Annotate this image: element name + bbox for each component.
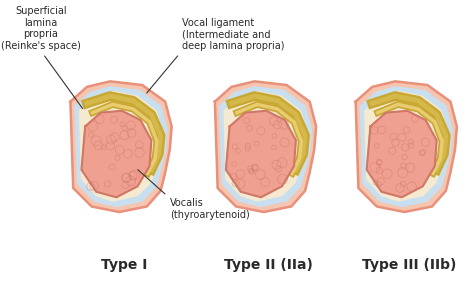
Polygon shape: [367, 111, 437, 197]
Polygon shape: [71, 81, 172, 212]
Polygon shape: [365, 92, 447, 201]
Polygon shape: [224, 92, 307, 201]
Polygon shape: [360, 87, 452, 206]
Polygon shape: [75, 87, 167, 206]
Text: Vocal ligament
(Intermediate and
deep lamina propria): Vocal ligament (Intermediate and deep la…: [147, 18, 284, 93]
Text: Vocalis
(thyroarytenoid): Vocalis (thyroarytenoid): [138, 170, 249, 220]
Polygon shape: [219, 87, 311, 206]
Polygon shape: [215, 81, 316, 212]
Text: Type III (IIb): Type III (IIb): [362, 258, 456, 272]
Polygon shape: [80, 92, 163, 201]
Text: Superficial
lamina
propria
(Reinke's space): Superficial lamina propria (Reinke's spa…: [1, 6, 82, 108]
Polygon shape: [356, 81, 457, 212]
Text: Type II (IIa): Type II (IIa): [224, 258, 313, 272]
Text: Type I: Type I: [100, 258, 147, 272]
Polygon shape: [226, 111, 296, 197]
Polygon shape: [82, 111, 151, 197]
